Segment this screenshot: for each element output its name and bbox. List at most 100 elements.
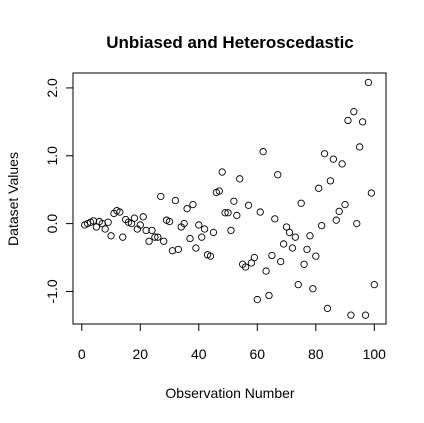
data-point bbox=[145, 237, 153, 245]
data-point bbox=[364, 78, 373, 87]
data-point bbox=[277, 257, 285, 266]
data-point bbox=[116, 208, 124, 216]
data-point bbox=[171, 196, 180, 205]
data-point bbox=[174, 245, 182, 254]
x-tick-label: 100 bbox=[363, 346, 387, 362]
data-point bbox=[309, 285, 317, 293]
data-point bbox=[358, 118, 367, 126]
chart-title: Unbiased and Heteroscedastic bbox=[106, 33, 354, 52]
data-point bbox=[256, 208, 264, 216]
data-point bbox=[148, 226, 156, 235]
data-point bbox=[335, 207, 343, 216]
data-point bbox=[107, 232, 115, 240]
x-tick-label: 0 bbox=[78, 346, 86, 362]
x-tick-label: 20 bbox=[132, 346, 148, 362]
data-point bbox=[320, 150, 329, 158]
data-point bbox=[338, 160, 346, 168]
data-point bbox=[317, 221, 326, 230]
data-point bbox=[192, 244, 200, 252]
data-point bbox=[157, 192, 165, 201]
data-point bbox=[268, 251, 276, 260]
plot-frame bbox=[72, 72, 387, 325]
data-point bbox=[154, 233, 162, 241]
data-point bbox=[89, 217, 98, 225]
data-point bbox=[224, 209, 232, 217]
data-point bbox=[306, 232, 314, 240]
data-point bbox=[244, 201, 253, 209]
data-point bbox=[329, 155, 337, 163]
data-point bbox=[367, 189, 376, 197]
data-point bbox=[200, 225, 209, 233]
data-point bbox=[274, 171, 282, 179]
data-point bbox=[136, 221, 144, 229]
data-point bbox=[282, 223, 291, 231]
data-point bbox=[259, 148, 267, 156]
data-point bbox=[315, 184, 323, 192]
x-tick-label: 80 bbox=[308, 346, 324, 362]
data-point bbox=[347, 311, 355, 319]
data-point bbox=[253, 295, 261, 304]
data-point bbox=[288, 244, 297, 252]
y-axis-label: Dataset Values bbox=[5, 152, 21, 246]
data-point bbox=[139, 213, 147, 221]
data-point bbox=[350, 108, 358, 116]
data-point bbox=[326, 177, 335, 185]
y-axis: -1.0 0.0 1.0 2.0 bbox=[44, 78, 74, 304]
data-point bbox=[142, 226, 150, 235]
data-point bbox=[189, 200, 197, 209]
data-point bbox=[198, 233, 206, 241]
x-axis: 0 20 40 60 80 100 bbox=[78, 323, 387, 362]
data-point bbox=[370, 281, 378, 289]
data-point bbox=[168, 247, 177, 255]
data-point bbox=[265, 291, 273, 300]
data-point bbox=[206, 252, 215, 260]
data-point bbox=[104, 218, 112, 226]
data-point bbox=[227, 226, 235, 235]
data-point bbox=[165, 217, 174, 226]
data-point bbox=[195, 221, 203, 229]
y-tick-label: 2.0 bbox=[44, 78, 60, 98]
data-point bbox=[361, 311, 370, 319]
x-tick-label: 60 bbox=[250, 346, 266, 362]
data-point bbox=[160, 237, 168, 245]
data-point bbox=[279, 240, 288, 248]
data-point bbox=[271, 215, 279, 223]
data-point bbox=[250, 253, 259, 262]
data-point bbox=[119, 233, 127, 241]
y-tick-label: 0.0 bbox=[44, 214, 60, 234]
data-point bbox=[300, 260, 308, 268]
data-point bbox=[127, 219, 136, 228]
data-point bbox=[323, 304, 332, 313]
data-point bbox=[344, 116, 352, 125]
data-point bbox=[356, 143, 364, 151]
data-point bbox=[262, 267, 270, 275]
data-point bbox=[332, 216, 340, 224]
data-point bbox=[312, 252, 320, 260]
data-point bbox=[183, 205, 191, 213]
data-point bbox=[291, 233, 299, 241]
data-point bbox=[186, 234, 194, 243]
data-point bbox=[218, 168, 226, 176]
y-tick-label: -1.0 bbox=[44, 279, 60, 303]
data-point bbox=[101, 225, 109, 233]
x-axis-label: Observation Number bbox=[165, 385, 295, 401]
data-point bbox=[297, 199, 305, 207]
data-point bbox=[130, 214, 139, 222]
data-point bbox=[151, 233, 159, 241]
data-point bbox=[285, 228, 294, 237]
y-tick-label: 1.0 bbox=[44, 146, 60, 166]
data-point bbox=[341, 200, 349, 209]
data-points bbox=[81, 78, 378, 319]
data-point bbox=[241, 263, 250, 271]
data-point bbox=[294, 281, 302, 289]
data-point bbox=[303, 245, 311, 254]
data-point bbox=[230, 197, 238, 205]
data-point bbox=[233, 211, 241, 220]
x-tick-label: 40 bbox=[191, 346, 207, 362]
data-point bbox=[180, 219, 188, 228]
data-point bbox=[215, 187, 223, 195]
data-point bbox=[92, 223, 101, 231]
data-point bbox=[353, 219, 361, 228]
data-point bbox=[221, 209, 229, 217]
